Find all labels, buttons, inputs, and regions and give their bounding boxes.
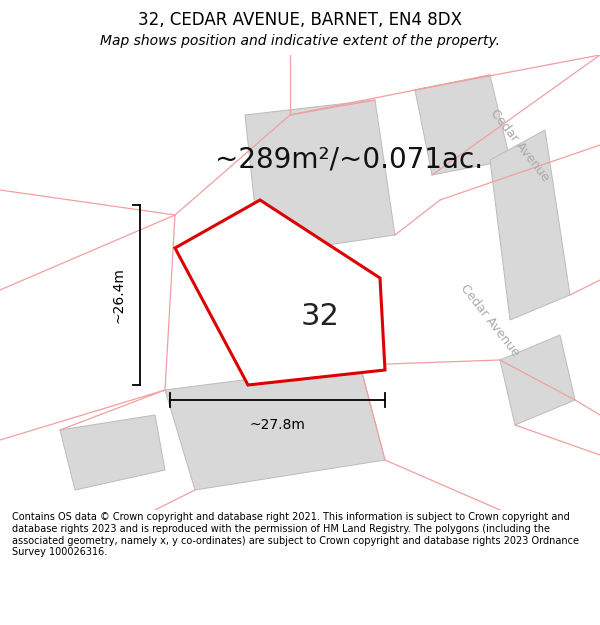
- Text: ~289m²/~0.071ac.: ~289m²/~0.071ac.: [215, 146, 483, 174]
- Text: Cedar Avenue: Cedar Avenue: [488, 106, 552, 184]
- Text: Cedar Avenue: Cedar Avenue: [458, 281, 522, 359]
- Polygon shape: [165, 365, 385, 490]
- Polygon shape: [490, 130, 570, 320]
- Text: 32, CEDAR AVENUE, BARNET, EN4 8DX: 32, CEDAR AVENUE, BARNET, EN4 8DX: [138, 11, 462, 29]
- Polygon shape: [175, 200, 385, 385]
- Text: Contains OS data © Crown copyright and database right 2021. This information is : Contains OS data © Crown copyright and d…: [12, 512, 579, 557]
- Polygon shape: [500, 335, 575, 425]
- Text: ~26.4m: ~26.4m: [111, 267, 125, 323]
- Text: Map shows position and indicative extent of the property.: Map shows position and indicative extent…: [100, 34, 500, 48]
- Text: ~27.8m: ~27.8m: [250, 418, 305, 432]
- Polygon shape: [245, 100, 395, 255]
- Polygon shape: [60, 415, 165, 490]
- Text: 32: 32: [300, 302, 339, 331]
- Polygon shape: [415, 75, 510, 175]
